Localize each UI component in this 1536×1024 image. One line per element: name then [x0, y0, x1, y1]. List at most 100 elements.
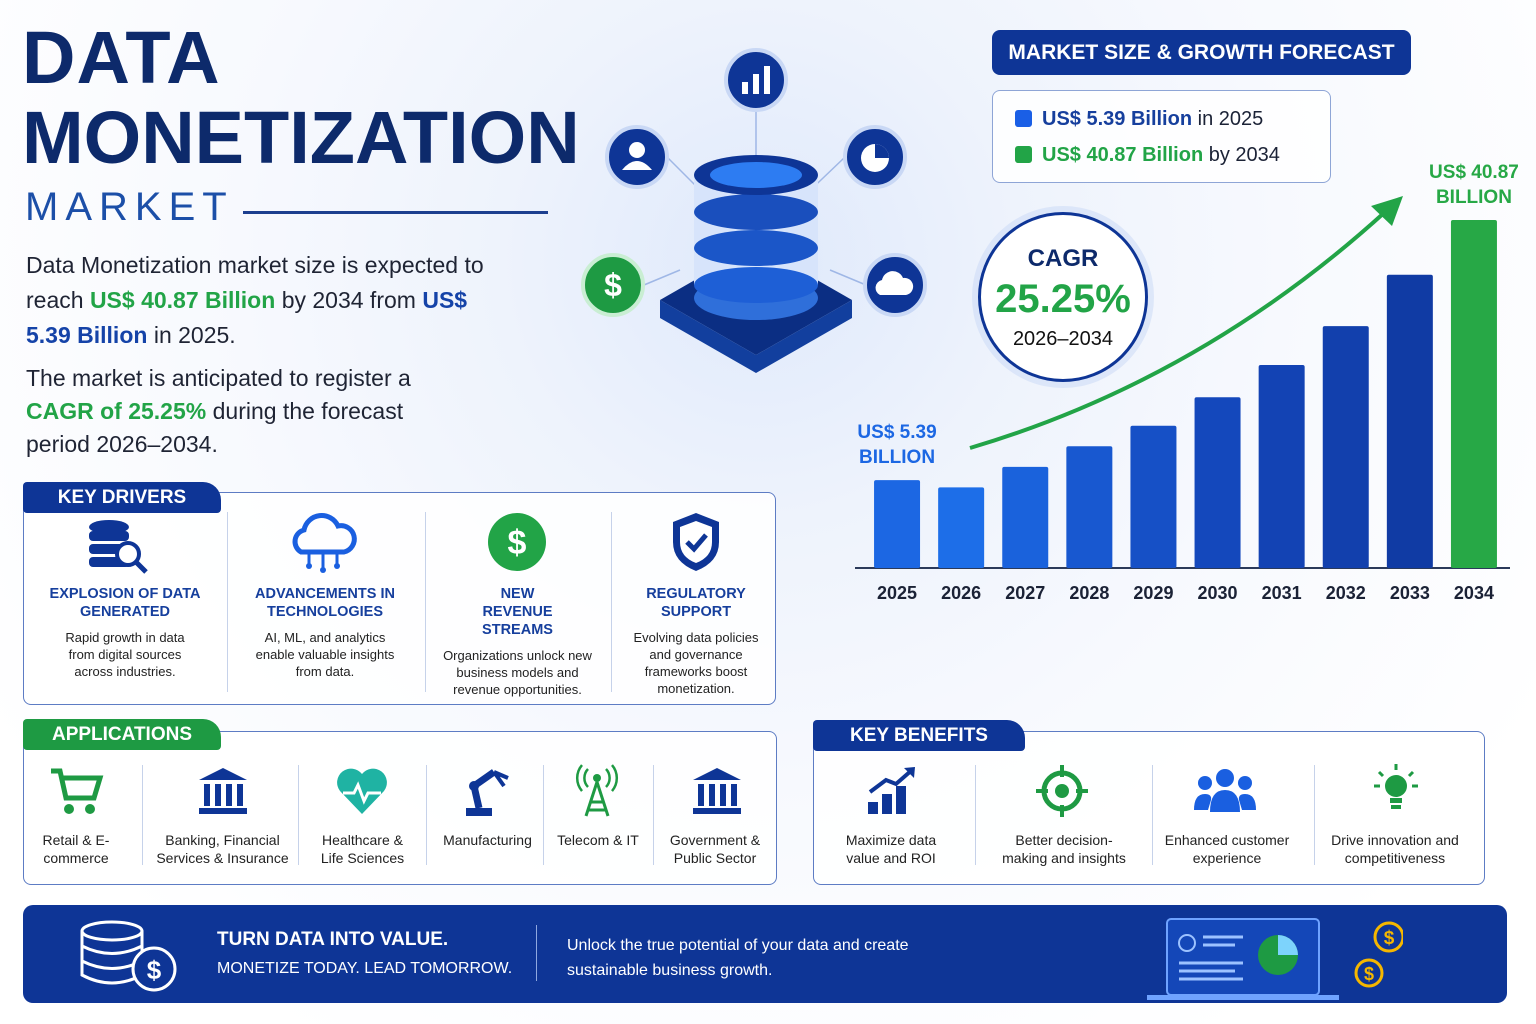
- icon-shape: [215, 784, 221, 806]
- icon-shape: [693, 768, 741, 780]
- icon-shape: [469, 781, 479, 791]
- driver-title: NEW REVENUE STREAMS: [482, 586, 553, 638]
- driver: REGULATORY SUPPORT Evolving data policie…: [622, 585, 770, 697]
- icon-shape: [1055, 784, 1069, 798]
- application-icon: [337, 768, 387, 814]
- icon-shape: [466, 808, 492, 816]
- bar: [1066, 446, 1113, 568]
- legend-value: US$ 5.39 Billion: [1042, 108, 1193, 130]
- section-heading: KEY DRIVERS: [23, 482, 221, 513]
- bar: [1322, 326, 1369, 568]
- icon-shape: [492, 770, 509, 788]
- driver-title: EXPLOSION OF DATA GENERATED: [49, 586, 201, 620]
- application-icon: [199, 768, 247, 814]
- icon-shape: [1390, 798, 1402, 803]
- driver-text: Evolving data policies and governance fr…: [633, 630, 759, 696]
- x-tick-label: 2026: [941, 583, 981, 603]
- subtitle: MARKET: [25, 185, 234, 229]
- icon-shape: [875, 271, 914, 295]
- separator: [536, 925, 537, 981]
- section-heading: KEY BENEFITS: [813, 720, 1025, 751]
- icon-shape: [764, 66, 770, 94]
- bar: [1002, 466, 1049, 568]
- title-line: MONETIZATION: [22, 96, 580, 179]
- benefit-label: Maximize data value and ROI: [845, 832, 937, 866]
- highlight: US$ 5.39 Billion: [26, 287, 468, 348]
- icon-shape: [85, 804, 95, 814]
- text: during the forecast period 2026–2034.: [26, 398, 404, 457]
- benefit-icon: [1036, 765, 1088, 817]
- icon-shape: [237, 784, 243, 806]
- bar: [938, 487, 985, 568]
- application-icon: [575, 764, 619, 817]
- icon-shape: [64, 804, 74, 814]
- icon-shape: [1238, 776, 1252, 790]
- icon-shape: [1216, 769, 1234, 787]
- icon-shape: [1036, 765, 1088, 817]
- application-icon: [466, 769, 509, 816]
- icon-shape: [685, 533, 708, 553]
- benefit-label: Better decision-making and insights: [1002, 832, 1126, 866]
- db-disk: [694, 230, 818, 266]
- section-heading: APPLICATIONS: [23, 719, 221, 750]
- highlight: US$ 40.87 Billion: [89, 287, 276, 313]
- application-label: Telecom & IT: [557, 832, 639, 848]
- benefit-icon: [868, 767, 915, 814]
- footer-text: Unlock the true potential of your data a…: [567, 937, 909, 979]
- icon-shape: [698, 784, 704, 806]
- driver-icon: [89, 520, 148, 574]
- application-label: Healthcare & Life Sciences: [320, 832, 405, 866]
- icon-shape: [680, 521, 712, 563]
- icon-shape: [199, 768, 247, 780]
- x-tick-label: 2027: [1005, 583, 1045, 603]
- intro-paragraph: The market is anticipated to register a …: [26, 362, 456, 461]
- driver-icon: [292, 513, 357, 573]
- separator: [1152, 765, 1153, 865]
- bar: [1450, 220, 1497, 568]
- value-label-line: US$ 5.39: [857, 422, 936, 443]
- benefit-icon: [1374, 764, 1418, 809]
- db-disk: [694, 267, 818, 303]
- icon-shape: [742, 82, 748, 94]
- key-drivers-panel: [23, 492, 776, 705]
- x-tick-label: 2033: [1390, 583, 1430, 603]
- text: Data Monetization market size is expecte…: [26, 252, 484, 313]
- db-top-light: [710, 162, 802, 188]
- value-label-line: BILLION: [1436, 187, 1512, 208]
- legend-value: US$ 40.87 Billion: [1042, 144, 1204, 166]
- legend-swatch: [1015, 146, 1032, 163]
- legend-item: US$ 40.87 Billion by 2034: [1015, 144, 1280, 167]
- icon-shape: [306, 563, 312, 569]
- separator: [227, 512, 228, 692]
- bar-chart: 2025 US$ 5.39 BILLION 2026 2027 2028 2029 2030 2…: [855, 162, 1519, 603]
- icon-shape: [882, 794, 892, 814]
- icon-shape: $: [604, 267, 622, 303]
- icon-shape: [731, 784, 737, 806]
- icon-shape: [1278, 935, 1298, 955]
- text: The market is anticipated to register a: [26, 365, 411, 391]
- driver-icon: $: [488, 513, 546, 571]
- x-tick-label: 2028: [1069, 583, 1109, 603]
- driver: NEW REVENUE STREAMS Organizations unlock…: [440, 585, 595, 698]
- driver: EXPLOSION OF DATA GENERATED Rapid growth…: [40, 585, 210, 680]
- separator: [426, 765, 427, 865]
- bar: [1258, 364, 1305, 568]
- icon-shape: [1147, 995, 1339, 1000]
- applications-panel: [23, 731, 777, 885]
- text: by 2034 from: [281, 287, 416, 313]
- highlight: CAGR of 25.25%: [26, 398, 207, 424]
- separator: [298, 765, 299, 865]
- separator: [425, 512, 426, 692]
- icon-shape: [337, 768, 387, 814]
- database: [694, 155, 818, 303]
- driver-title: REGULATORY SUPPORT: [646, 586, 746, 620]
- db-disk: [694, 194, 818, 230]
- icon-shape: [204, 784, 210, 806]
- icon-shape: [307, 552, 339, 568]
- cagr-period: 2026–2034: [1012, 328, 1114, 350]
- separator: [1314, 765, 1315, 865]
- cagr-label: CAGR: [1027, 245, 1099, 272]
- icon-shape: [89, 531, 129, 541]
- icon-shape: [292, 513, 357, 555]
